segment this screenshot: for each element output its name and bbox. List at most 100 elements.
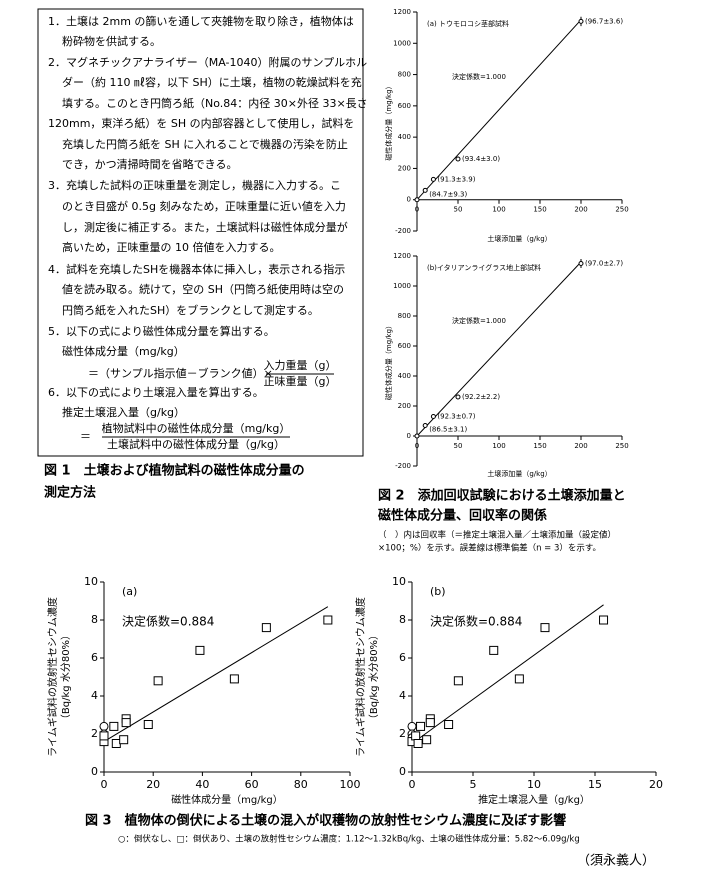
fit-line <box>416 261 582 437</box>
y-tick-label: 1200 <box>393 8 411 16</box>
point <box>455 156 461 162</box>
point <box>411 731 421 741</box>
y-tick-label: 4 <box>399 689 406 702</box>
fig1-caption: 図 1 土壌および植物試料の磁性体成分量の <box>44 463 305 479</box>
point-label: (97.0±2.7) <box>585 260 623 268</box>
point <box>444 720 454 729</box>
procedure-line: 充填した円筒ろ紙を SH に入れることで機器の汚染を防止 <box>62 137 348 151</box>
procedure-line: 円筒ろ紙を入れたSH）をブランクとして測定する。 <box>62 303 319 317</box>
x-axis-label: 推定土壌混入量（g/kg） <box>478 793 590 806</box>
r2-label: 決定係数=0.884 <box>430 614 522 629</box>
y-tick-label: 1000 <box>393 282 411 290</box>
procedure-line: 填する。このとき円筒ろ紙（No.84：内径 30×外径 33×長さ <box>62 96 368 110</box>
x-tick-label: 0 <box>415 442 419 450</box>
point <box>413 739 423 748</box>
point <box>489 645 499 655</box>
r2-label: 決定係数=1.000 <box>452 72 506 81</box>
point <box>195 645 205 655</box>
point <box>99 721 109 731</box>
point <box>153 676 163 686</box>
panel-label: (b) <box>430 585 446 598</box>
point <box>578 18 584 24</box>
y-axis-label: （Bq/kg 水分80%） <box>368 630 380 724</box>
r2-label: 決定係数=0.884 <box>122 614 214 629</box>
point <box>430 414 436 419</box>
fig3-caption: 図 3 植物体の倒伏による土壌の混入が収穫物の放射性セシウム濃度に及ぼす影響 <box>85 813 566 829</box>
x-tick-label: 50 <box>454 442 463 450</box>
point-label: (91.3±3.9) <box>437 175 475 183</box>
y-tick-label: 400 <box>398 372 411 380</box>
point-label: (92.2±2.2) <box>462 393 500 401</box>
procedure-line: 1．土壌は 2mm の篩いを通して夾雑物を取り除き，植物体は <box>48 14 354 28</box>
y-tick-label: 6 <box>399 651 406 664</box>
x-tick-label: 80 <box>294 778 308 791</box>
x-tick-label: 250 <box>615 206 628 214</box>
point <box>599 615 609 625</box>
y-axis-label: 磁性体成分量（mg/kg） <box>384 322 393 400</box>
point <box>430 176 436 182</box>
point <box>455 394 461 400</box>
x-tick-label: 15 <box>588 778 602 791</box>
point <box>99 731 109 741</box>
point-label: (84.7±9.3) <box>429 190 467 198</box>
y-tick-label: 1200 <box>393 252 411 260</box>
y-tick-label: 10 <box>392 575 406 588</box>
x-tick-label: 0 <box>409 778 416 791</box>
procedure-line: 2．マグネチックアナライザー（MA-1040）附属のサンプルホル <box>48 55 367 69</box>
procedure-line: 6．以下の式により土壌混入量を算出する。 <box>48 385 264 399</box>
y-tick-label: 0 <box>407 432 411 440</box>
x-tick-label: 200 <box>574 206 587 214</box>
y-tick-label: 400 <box>398 133 411 141</box>
panel-label: (b)イタリアンライグラス地上部試料 <box>427 263 541 272</box>
y-tick-label: -200 <box>395 462 411 470</box>
procedure-line: 高いため，正味重量の 10 倍値を入力する。 <box>62 240 280 254</box>
point <box>422 735 432 745</box>
point <box>407 721 417 731</box>
procedure-line: 3．充填した試料の正味重量を測定し，機器に入力する。こ <box>48 178 341 192</box>
x-axis-label: 磁性体成分量（mg/kg） <box>171 793 283 806</box>
fit-line <box>416 19 582 201</box>
x-tick-label: 20 <box>649 778 663 791</box>
fig2-note: ×100；%）を示す。誤差線は標準偏差（n = 3）を示す。 <box>378 543 601 554</box>
point <box>323 615 333 625</box>
procedure-line: でき，かつ清掃時間を省略できる。 <box>62 157 237 171</box>
y-tick-label: 4 <box>91 689 98 702</box>
procedure-line: ダー（約 110 ㎖容，以下 SH）に土壌，植物の乾燥試料を充 <box>62 75 362 89</box>
point <box>111 739 121 748</box>
point <box>143 720 153 729</box>
fig2-note: （ ）内は回収率（＝推定土壌混入量／土壌添加量（設定値） <box>378 530 616 541</box>
procedure-line: 粉砕物を供試する。 <box>62 34 161 48</box>
point <box>414 433 420 439</box>
point <box>453 676 463 686</box>
author: （須永義人） <box>577 853 655 869</box>
point-label: (93.4±3.0) <box>462 155 500 163</box>
y-tick-label: 0 <box>407 196 411 204</box>
x-tick-label: 250 <box>615 442 628 450</box>
y-tick-label: 0 <box>91 765 98 778</box>
point-label: (96.7±3.6) <box>585 17 623 25</box>
point <box>261 623 271 633</box>
point <box>414 197 420 203</box>
point <box>422 423 428 428</box>
y-tick-label: 10 <box>84 575 98 588</box>
formula: 植物試料中の磁性体成分量（mg/kg） <box>102 421 291 435</box>
r2-label: 決定係数=1.000 <box>452 316 506 325</box>
x-tick-label: 150 <box>533 206 546 214</box>
x-tick-label: 5 <box>470 778 477 791</box>
y-axis-label: ライムギ試料の放射性セシウム濃度 <box>354 597 367 757</box>
point <box>109 721 119 731</box>
y-tick-label: 2 <box>399 727 406 740</box>
x-tick-label: 100 <box>340 778 361 791</box>
y-tick-label: 2 <box>91 727 98 740</box>
point <box>578 261 584 266</box>
procedure-line: のとき目盛が 0.5g 刻みなため，正味重量に近い値を入力 <box>62 199 346 213</box>
x-tick-label: 150 <box>533 442 546 450</box>
point <box>422 187 428 193</box>
y-tick-label: 8 <box>91 613 98 626</box>
procedure-box <box>37 8 364 457</box>
point <box>121 718 131 728</box>
formula: ＝（サンプル指示値－ブランク値）× <box>88 366 273 380</box>
point-label: (92.3±0.7) <box>437 413 475 421</box>
fig2-caption: 磁性体成分量、回収率の関係 <box>378 508 547 524</box>
fit-line <box>103 606 329 743</box>
